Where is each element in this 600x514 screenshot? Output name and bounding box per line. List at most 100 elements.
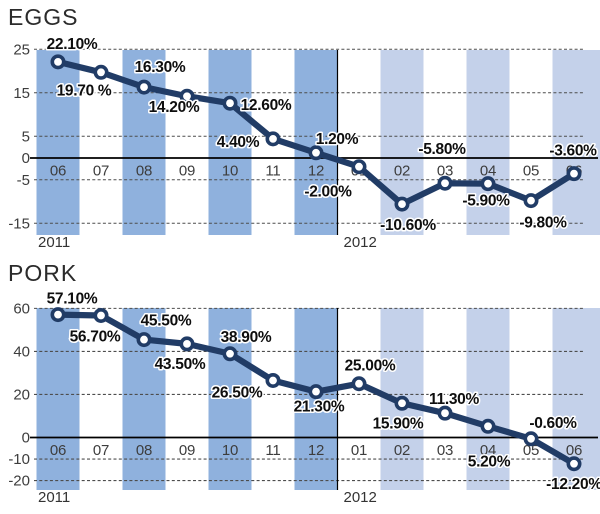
data-point: [308, 384, 324, 400]
month-label: 07: [93, 442, 109, 459]
month-label: 07: [93, 163, 109, 180]
eggs-chart-group: 251550-5-1506070809101112010203040506201…: [8, 34, 600, 251]
data-point: [222, 346, 238, 362]
data-point-label: 56.70%: [70, 328, 121, 345]
month-label: 06: [50, 163, 66, 180]
month-label: 04: [480, 163, 496, 180]
data-point: [523, 431, 539, 447]
data-point-label: -3.60%: [549, 143, 597, 160]
eggs-chart-title: EGGS: [8, 4, 79, 30]
data-point: [351, 159, 367, 175]
pork-chart-group: 60 40 20 0 -10 -20 06 07 08 09 10 11 12 01 02 03 04 05 06 2…: [8, 289, 600, 506]
data-point-label: 21.30%: [294, 399, 345, 416]
data-point-label: -10.60%: [380, 217, 436, 234]
data-point-label: 22.10%: [47, 36, 98, 53]
data-point-label: 45.50%: [141, 313, 192, 330]
data-point: [136, 79, 152, 95]
data-point: [222, 95, 238, 111]
data-point: [480, 418, 496, 434]
month-label: 01: [351, 442, 367, 459]
month-label: 05: [523, 163, 539, 180]
data-point: [566, 166, 582, 182]
month-label: 02: [394, 442, 410, 459]
month-label: 03: [437, 163, 453, 180]
month-label: 05: [523, 442, 539, 459]
month-band: [466, 50, 510, 235]
year-label-2012: 2012: [344, 489, 377, 506]
month-band: [294, 50, 338, 235]
data-point-label: 38.90%: [221, 329, 272, 346]
y-tick-label: 40: [13, 343, 30, 360]
month-label: 12: [308, 163, 324, 180]
y-tick-label: 0: [22, 150, 30, 167]
y-tick-label: 60: [13, 300, 30, 317]
data-point-label: 11.30%: [429, 391, 479, 408]
month-band: [466, 308, 510, 490]
data-point-label: 19.70 %: [57, 82, 112, 99]
y-tick-label: 15: [13, 85, 30, 102]
y-tick-label: 20: [13, 386, 30, 403]
data-point-label: -12.20%: [546, 476, 600, 493]
data-point-label: -0.60%: [529, 415, 577, 432]
data-point: [265, 131, 281, 147]
data-point: [179, 336, 195, 352]
data-point-label: -9.80%: [519, 215, 567, 232]
data-point-label: -5.80%: [418, 141, 466, 158]
month-label: 11: [265, 163, 280, 180]
year-label-2011: 2011: [38, 489, 70, 506]
month-label: 09: [179, 442, 195, 459]
month-band: [36, 50, 80, 235]
month-label: 04: [480, 442, 496, 459]
year-label-2012: 2012: [344, 234, 377, 251]
data-point: [265, 372, 281, 388]
data-point: [523, 193, 539, 209]
data-point-label: -5.90%: [462, 193, 510, 210]
month-label: 03: [437, 442, 453, 459]
data-point-label: 4.40%: [217, 134, 260, 151]
data-point: [351, 376, 367, 392]
y-tick-label: 25: [13, 41, 30, 58]
data-point: [394, 196, 410, 212]
data-point: [480, 176, 496, 192]
month-label: 02: [394, 163, 410, 180]
pork-chart-title: PORK: [8, 260, 78, 286]
month-band: [36, 308, 80, 490]
data-point: [179, 88, 195, 104]
month-label: 06: [50, 442, 66, 459]
data-point: [437, 175, 453, 191]
data-point-label: 1.20%: [316, 131, 359, 148]
data-point-label: 5.20%: [468, 453, 511, 470]
month-band: [208, 308, 252, 490]
data-point: [93, 64, 109, 80]
data-point-label: 15.90%: [373, 415, 424, 432]
month-label: 09: [179, 163, 195, 180]
y-tick-label: -20: [8, 473, 30, 490]
data-point-label: 14.20%: [149, 99, 200, 116]
data-point-label: 57.10%: [47, 291, 98, 308]
data-point-label: 12.60%: [241, 97, 292, 114]
data-point-label: 16.30%: [135, 59, 186, 76]
data-point-label: 25.00%: [345, 358, 396, 375]
data-point-label: 26.50%: [212, 384, 263, 401]
data-point-label: -2.00%: [304, 184, 352, 201]
y-tick-label: 5: [22, 128, 30, 145]
month-band: [552, 50, 600, 235]
data-point: [50, 54, 66, 70]
month-label: 06: [566, 442, 582, 459]
y-tick-label: -10: [8, 451, 30, 468]
data-point: [136, 332, 152, 348]
data-point: [566, 456, 582, 472]
y-tick-label: 0: [22, 430, 30, 447]
month-band: [122, 50, 166, 235]
month-label: 08: [136, 163, 152, 180]
month-label: 11: [265, 442, 280, 459]
month-label: 08: [136, 442, 152, 459]
data-point: [308, 145, 324, 161]
month-label: 12: [308, 442, 324, 459]
data-point: [93, 307, 109, 323]
month-band: [208, 50, 252, 235]
data-point: [437, 405, 453, 421]
data-point: [394, 395, 410, 411]
